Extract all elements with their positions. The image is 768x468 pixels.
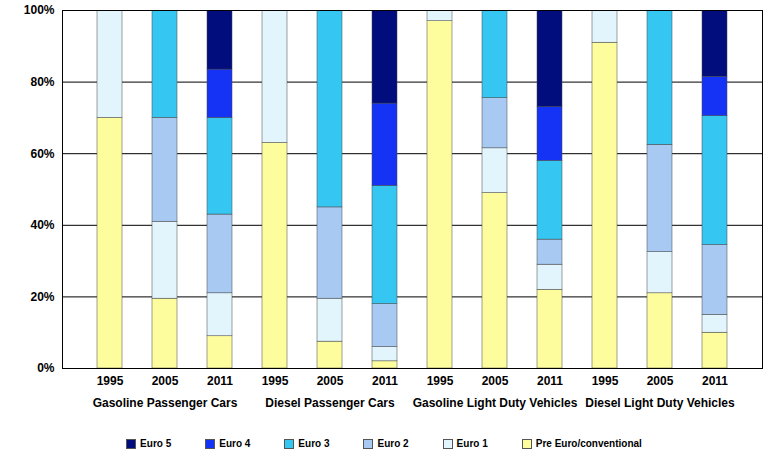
svg-text:1995: 1995 <box>97 374 124 388</box>
svg-text:0%: 0% <box>37 361 55 375</box>
html-text:Euro 4: Euro 4 <box>219 438 251 449</box>
svg-text:1995: 1995 <box>592 374 619 388</box>
svg-text:80%: 80% <box>30 75 54 89</box>
svg-text:2005: 2005 <box>152 374 179 388</box>
svg-text:2011: 2011 <box>702 374 728 388</box>
html-text:Euro 2: Euro 2 <box>377 438 409 449</box>
svg-text:100%: 100% <box>24 3 55 17</box>
svg-text:2005: 2005 <box>647 374 674 388</box>
svg-text:20%: 20% <box>30 290 54 304</box>
svg-text:2011: 2011 <box>207 374 233 388</box>
html-text:Euro 1: Euro 1 <box>456 438 488 449</box>
svg-text:1995: 1995 <box>262 374 289 388</box>
svg-text:Diesel Passenger Cars: Diesel Passenger Cars <box>265 396 395 410</box>
svg-text:2011: 2011 <box>537 374 563 388</box>
svg-text:40%: 40% <box>30 218 54 232</box>
svg-text:2005: 2005 <box>317 374 344 388</box>
svg-text:Gasoline Passenger Cars: Gasoline Passenger Cars <box>93 396 238 410</box>
svg-text:1995: 1995 <box>427 374 454 388</box>
svg-text:2005: 2005 <box>482 374 509 388</box>
svg-text:Gasoline Light Duty Vehicles: Gasoline Light Duty Vehicles <box>413 396 578 410</box>
html-text:Pre Euro/conventional: Pre Euro/conventional <box>535 438 642 449</box>
html-text:Euro 3: Euro 3 <box>298 438 330 449</box>
svg-text:Diesel Light Duty Vehicles: Diesel Light Duty Vehicles <box>585 396 735 410</box>
html-text:Euro 5: Euro 5 <box>140 438 172 449</box>
svg-text:60%: 60% <box>30 147 54 161</box>
svg-text:2011: 2011 <box>372 374 398 388</box>
